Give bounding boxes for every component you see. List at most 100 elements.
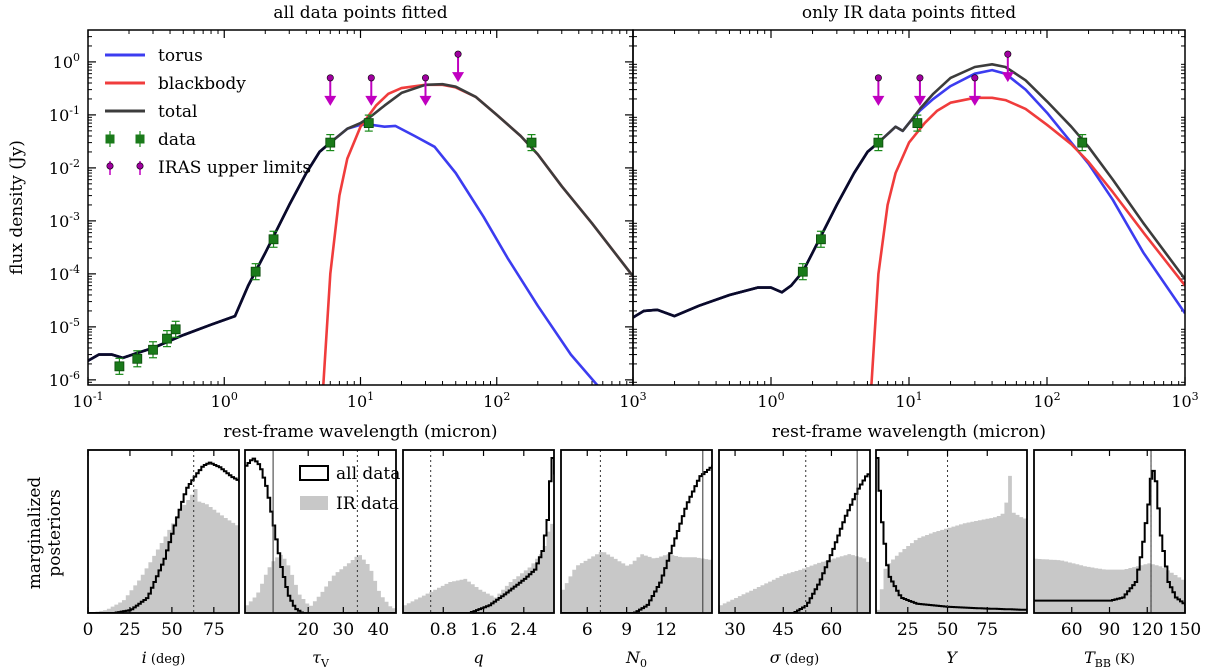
x-tick-label: 101: [895, 390, 922, 411]
y-tick-label: 10-6: [49, 369, 80, 390]
posterior-frame: [244, 449, 397, 614]
plot-area: [88, 50, 633, 385]
upper-limit-arrow: [419, 95, 432, 106]
histogram-all-data: [719, 473, 870, 613]
y-tick-label: 10-4: [49, 263, 80, 284]
posterior-tick-label: 0.8: [430, 620, 457, 640]
upper-limit-point: [367, 74, 375, 82]
upper-limit-point: [1004, 50, 1012, 58]
data-point: [250, 266, 261, 277]
posterior-plot-area: [403, 450, 554, 613]
x-tick-label: 102: [1033, 390, 1060, 411]
legend-marker-limit: [136, 162, 144, 170]
posterior-tick-label: 50: [161, 620, 183, 640]
histogram-ir-data: [88, 489, 239, 613]
posterior-panels: marginalizedposteriors 0 25 50 75 i (deg) 20 30…: [25, 449, 1201, 668]
posterior-frame: [87, 449, 240, 614]
upper-limit-arrow: [872, 95, 885, 106]
posterior-tick-label: 150: [1169, 620, 1201, 640]
posterior-plot-area: [1034, 450, 1185, 613]
posterior-plot-area: [88, 450, 239, 613]
posterior-panel-5: 30 45 60σ (deg): [718, 449, 871, 667]
posterior-tick-label: 2.4: [510, 620, 537, 640]
posterior-xlabel: Y: [946, 648, 958, 667]
histogram-all-data: [245, 457, 396, 613]
legend-marker-limit: [106, 162, 114, 170]
histogram-all-data: [403, 457, 554, 613]
posterior-panel-3: 0.8 1.6 2.4 q: [402, 449, 555, 667]
upper-limit-point: [326, 74, 334, 82]
posterior-tick-label: 25: [897, 620, 919, 640]
histogram-all-data: [1034, 469, 1185, 607]
y-axis-label: flux density (Jy): [7, 140, 27, 275]
posterior-tick-label: 60: [821, 620, 843, 640]
x-tick-label: 100: [757, 390, 784, 411]
posterior-frame: [718, 449, 871, 614]
x-tick-label: 10-1: [72, 390, 103, 411]
upper-limit-arrow: [365, 95, 378, 106]
y-tick-label: 10-1: [49, 104, 80, 125]
posterior-xlabel: TBB (K): [1084, 648, 1135, 668]
posterior-tick-label: 6: [582, 620, 593, 640]
x-tick-label: 101: [347, 390, 374, 411]
data-point: [268, 234, 279, 245]
legend-label: torus: [158, 46, 203, 66]
data-point: [170, 324, 181, 335]
data-point: [912, 118, 923, 129]
data-point: [363, 118, 374, 129]
posterior-frame: [560, 449, 713, 614]
series-line-blackbody: [870, 96, 1185, 385]
posterior-ylabel: marginalizedposteriors: [25, 477, 65, 590]
posterior-tick-label: 75: [203, 620, 225, 640]
series-line-total: [633, 63, 1185, 319]
series-line-overlap: [633, 141, 880, 319]
posterior-tick-label: 0: [83, 620, 94, 640]
data-point: [114, 361, 125, 372]
posterior-xlabel: N0: [625, 648, 647, 668]
sed-panel-all-data: all data points fitted rest-frame wavelen…: [7, 3, 647, 442]
sed-panel-ir-data: only IR data points fitted rest-frame wav…: [632, 3, 1199, 442]
data-point: [816, 234, 826, 245]
plot-frame: [632, 29, 1186, 386]
histogram-ir-data: [719, 554, 870, 613]
posterior-frame: [875, 449, 1028, 614]
posterior-tick-label: 50: [937, 620, 959, 640]
plot-area: [633, 50, 1185, 385]
data-point: [873, 137, 884, 148]
y-tick-label: 10-2: [49, 157, 80, 178]
posterior-plot-area: [876, 450, 1027, 613]
histogram-ir-data: [876, 475, 1027, 613]
legend-swatch-ir-data: [300, 496, 328, 510]
posterior-xlabel: i (deg): [142, 648, 186, 667]
data-point: [1077, 137, 1088, 148]
posterior-tick-label: 30: [724, 620, 746, 640]
posterior-plot-area: [719, 450, 870, 613]
posterior-panel-2: 20 30 40 τV: [244, 449, 397, 668]
posterior-panel-6: 25 50 75 Y: [875, 449, 1028, 667]
posterior-tick-label: 1.6: [470, 620, 497, 640]
upper-limit-point: [422, 74, 430, 82]
legend-label: total: [158, 102, 197, 122]
upper-limit-point: [971, 74, 979, 82]
posterior-panel-7: 60 90 120 150 TBB (K): [1033, 449, 1201, 668]
series-line-overlap: [88, 141, 332, 362]
posterior-plot-area: [245, 450, 396, 613]
data-point: [132, 353, 143, 364]
legend-swatch-all-data: [299, 465, 329, 481]
x-tick-label: 103: [619, 390, 646, 411]
x-tick-label: 100: [211, 390, 238, 411]
posterior-xlabel: σ (deg): [770, 648, 820, 667]
histogram-all-data: [561, 464, 712, 613]
posterior-panel-1: 0 25 50 75 i (deg): [83, 449, 240, 667]
histogram-ir-data: [561, 552, 712, 613]
upper-limit-arrow: [1001, 72, 1014, 83]
histogram-ir-data: [1034, 558, 1185, 613]
legend-label-ir-data: IR data: [336, 494, 399, 514]
data-point: [148, 344, 158, 355]
data-point: [162, 333, 172, 344]
panel-title: only IR data points fitted: [802, 3, 1016, 23]
legend-label: IRAS upper limits: [158, 158, 311, 178]
data-point: [325, 137, 336, 148]
upper-limit-arrow: [968, 95, 981, 106]
